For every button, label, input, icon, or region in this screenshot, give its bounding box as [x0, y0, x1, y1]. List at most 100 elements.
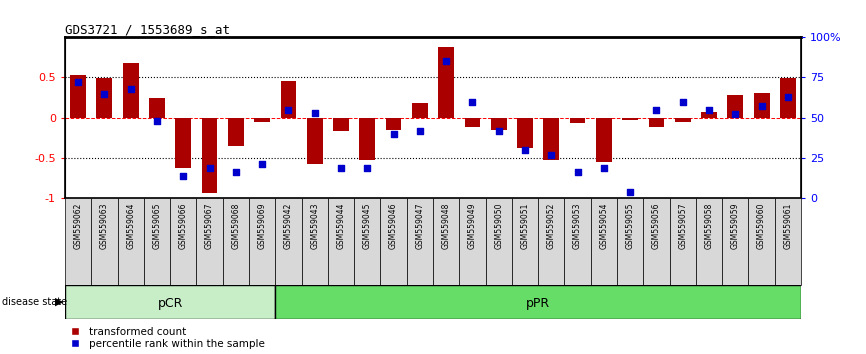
Point: [229, 170, 242, 175]
Bar: [359, 118, 375, 160]
Text: GSM559057: GSM559057: [678, 202, 688, 249]
Bar: [596, 118, 611, 162]
Bar: [780, 78, 796, 118]
FancyBboxPatch shape: [565, 198, 591, 285]
Bar: [123, 63, 139, 118]
Bar: [544, 118, 559, 160]
FancyBboxPatch shape: [669, 198, 696, 285]
Bar: [701, 112, 717, 118]
Point: [360, 165, 374, 171]
Bar: [307, 118, 322, 164]
Text: pCR: pCR: [158, 297, 183, 310]
Point: [71, 79, 85, 85]
Text: GSM559054: GSM559054: [599, 202, 609, 249]
FancyBboxPatch shape: [91, 198, 118, 285]
Bar: [570, 118, 585, 123]
FancyBboxPatch shape: [354, 198, 380, 285]
Text: GSM559055: GSM559055: [625, 202, 635, 249]
FancyBboxPatch shape: [197, 198, 223, 285]
FancyBboxPatch shape: [538, 198, 565, 285]
Point: [124, 86, 138, 92]
Bar: [333, 118, 349, 131]
FancyBboxPatch shape: [775, 198, 801, 285]
FancyBboxPatch shape: [617, 198, 643, 285]
Point: [781, 94, 795, 99]
Text: GSM559046: GSM559046: [389, 202, 398, 249]
Text: GSM559064: GSM559064: [126, 202, 135, 249]
Text: disease state: disease state: [2, 297, 67, 307]
Bar: [464, 118, 481, 127]
Bar: [438, 47, 454, 118]
Bar: [412, 103, 428, 118]
Text: GSM559048: GSM559048: [442, 202, 450, 249]
Text: GSM559058: GSM559058: [705, 202, 714, 249]
Point: [518, 147, 532, 153]
Bar: [65, 285, 275, 319]
Text: GSM559069: GSM559069: [257, 202, 267, 249]
Text: GSM559047: GSM559047: [416, 202, 424, 249]
Point: [492, 128, 506, 133]
Point: [466, 99, 480, 104]
FancyBboxPatch shape: [380, 198, 407, 285]
Text: ▶: ▶: [55, 297, 63, 307]
FancyBboxPatch shape: [144, 198, 170, 285]
FancyBboxPatch shape: [512, 198, 538, 285]
FancyBboxPatch shape: [486, 198, 512, 285]
FancyBboxPatch shape: [170, 198, 197, 285]
Bar: [649, 118, 664, 127]
Bar: [753, 93, 770, 118]
FancyBboxPatch shape: [748, 198, 775, 285]
Point: [386, 131, 400, 137]
Point: [754, 104, 768, 109]
Text: GSM559044: GSM559044: [337, 202, 346, 249]
Point: [203, 165, 216, 171]
Point: [728, 112, 742, 117]
Bar: [491, 118, 507, 130]
FancyBboxPatch shape: [459, 198, 486, 285]
Text: GSM559043: GSM559043: [310, 202, 320, 249]
FancyBboxPatch shape: [591, 198, 617, 285]
Text: GSM559060: GSM559060: [757, 202, 766, 249]
Point: [675, 99, 689, 104]
Text: GSM559059: GSM559059: [731, 202, 740, 249]
Point: [255, 161, 269, 167]
Text: GSM559067: GSM559067: [205, 202, 214, 249]
FancyBboxPatch shape: [65, 198, 91, 285]
Point: [281, 107, 295, 113]
Bar: [675, 118, 691, 122]
Text: GDS3721 / 1553689_s_at: GDS3721 / 1553689_s_at: [65, 23, 230, 36]
Point: [307, 110, 321, 116]
Bar: [70, 75, 86, 118]
Text: GSM559063: GSM559063: [100, 202, 109, 249]
FancyBboxPatch shape: [643, 198, 669, 285]
Point: [439, 58, 453, 64]
Bar: [255, 118, 270, 122]
Text: GSM559052: GSM559052: [546, 202, 556, 249]
FancyBboxPatch shape: [249, 198, 275, 285]
FancyBboxPatch shape: [328, 198, 354, 285]
Point: [702, 107, 716, 113]
Bar: [202, 118, 217, 193]
Bar: [281, 81, 296, 118]
FancyBboxPatch shape: [275, 198, 301, 285]
Text: GSM559062: GSM559062: [74, 202, 82, 249]
Bar: [175, 118, 191, 168]
FancyBboxPatch shape: [433, 198, 459, 285]
Text: pPR: pPR: [526, 297, 550, 310]
FancyBboxPatch shape: [696, 198, 722, 285]
Point: [177, 173, 191, 178]
Point: [98, 91, 112, 96]
Point: [334, 165, 348, 171]
Bar: [517, 118, 533, 148]
Text: GSM559045: GSM559045: [363, 202, 372, 249]
Point: [624, 189, 637, 195]
Text: GSM559065: GSM559065: [152, 202, 161, 249]
Bar: [385, 118, 402, 130]
Point: [150, 118, 164, 124]
Text: GSM559056: GSM559056: [652, 202, 661, 249]
Point: [650, 107, 663, 113]
Point: [413, 128, 427, 133]
FancyBboxPatch shape: [301, 198, 328, 285]
Text: GSM559053: GSM559053: [573, 202, 582, 249]
Bar: [228, 118, 243, 146]
